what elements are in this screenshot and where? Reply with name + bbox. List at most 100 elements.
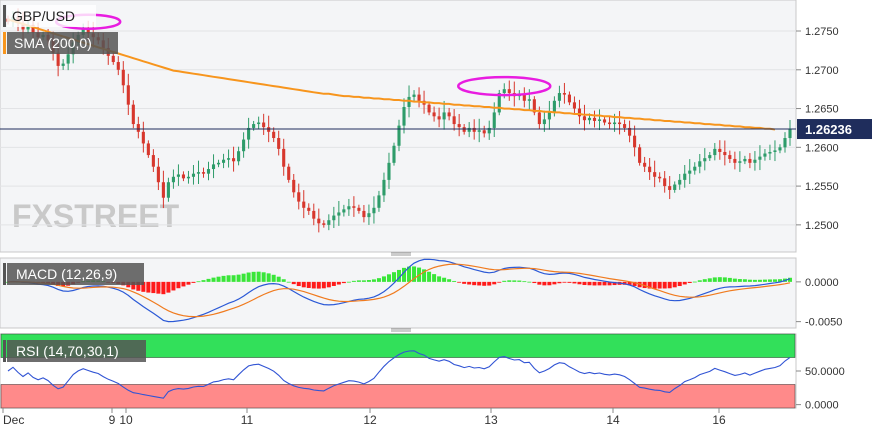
candle-body — [618, 122, 622, 125]
macd-bar — [477, 281, 482, 286]
macd-bar — [742, 279, 747, 282]
price-tick-label: 1.2700 — [805, 65, 839, 77]
candle-body — [718, 148, 722, 152]
candle-body — [628, 127, 632, 136]
candle-body — [507, 89, 511, 94]
macd-bar — [381, 276, 386, 282]
candle-body — [597, 119, 602, 121]
candle-body — [211, 164, 216, 170]
candle-body — [763, 153, 767, 157]
macd-bar — [246, 272, 251, 282]
candle-body — [322, 223, 326, 225]
candle-body — [633, 135, 637, 148]
macd-bar — [787, 277, 793, 282]
macd-bar — [291, 281, 296, 285]
macd-bar — [266, 273, 271, 282]
candle-body — [166, 182, 170, 198]
macd-bar — [692, 281, 697, 283]
legend-macd[interactable]: MACD (12,26,9) — [3, 263, 144, 285]
candle-body — [753, 159, 757, 163]
time-axis: Dec 9 10 11 12 13 14 16 — [2, 408, 726, 427]
panel-splitter[interactable] — [391, 252, 411, 256]
candle-body — [126, 85, 130, 105]
macd-bar — [547, 281, 552, 286]
candle-body — [748, 158, 752, 163]
candle-body — [337, 212, 341, 216]
candle-body — [562, 93, 566, 95]
candle-body — [287, 166, 291, 180]
candle-body — [547, 112, 551, 120]
candle-body — [352, 206, 356, 208]
candle-body — [216, 162, 221, 165]
fxstreet-watermark: FXSTREET — [12, 198, 180, 234]
candle-body — [247, 127, 251, 140]
macd-bar — [652, 281, 657, 289]
rsi-oversold-band — [0, 384, 796, 409]
candle-body — [557, 93, 561, 101]
rsi-tick-label: 0.0000 — [805, 400, 839, 412]
candle-body — [577, 108, 582, 117]
candle-body — [201, 172, 206, 174]
macd-bar — [141, 281, 146, 292]
macd-bar — [311, 281, 316, 289]
legend-sma[interactable]: SMA (200,0) — [3, 32, 118, 54]
candle-body — [277, 138, 281, 149]
panel-splitter[interactable] — [391, 328, 411, 332]
candle-body — [768, 151, 772, 154]
candle-body — [432, 112, 436, 117]
macd-bar — [662, 281, 667, 289]
macd-bar — [346, 281, 351, 283]
macd-bar — [336, 281, 341, 285]
macd-bar — [366, 280, 371, 282]
candle-body — [116, 62, 120, 70]
candle-body — [397, 125, 401, 146]
legend-gbpusd[interactable]: GBP/USD — [3, 5, 96, 27]
candle-body — [673, 184, 677, 190]
macd-bar — [161, 281, 166, 295]
candle-body — [31, 24, 35, 33]
macd-bar — [552, 281, 557, 285]
time-tick-label: 13 — [484, 413, 498, 427]
macd-bar — [732, 278, 737, 282]
macd-bar — [722, 277, 727, 282]
candle-body — [427, 104, 431, 113]
candle-body — [602, 119, 607, 123]
macd-bar — [577, 281, 582, 285]
candle-body — [221, 159, 226, 163]
macd-bar — [211, 277, 216, 282]
candle-body — [156, 166, 160, 183]
macd-line — [7, 258, 791, 323]
macd-bar — [306, 281, 311, 288]
candle-body — [537, 112, 541, 125]
candle-body — [773, 150, 777, 152]
candle-body — [552, 100, 556, 113]
macd-bar — [747, 279, 752, 282]
last-price-box — [797, 119, 872, 140]
price-tick-label: 1.2650 — [805, 104, 839, 116]
legend-rsi[interactable]: RSI (14,70,30,1) — [3, 340, 146, 362]
time-tick-label: 16 — [712, 413, 726, 427]
candle-body — [532, 99, 536, 113]
candle-body — [141, 131, 145, 144]
candle-body — [26, 24, 30, 30]
candle-body — [437, 116, 441, 120]
macd-bar — [627, 281, 632, 286]
macd-bar — [351, 280, 356, 282]
macd-bar — [131, 281, 136, 290]
candle-body — [282, 148, 286, 167]
candle-body — [327, 220, 331, 225]
macd-bar — [301, 281, 306, 288]
candle-body — [457, 124, 461, 128]
macd-bar — [557, 281, 562, 284]
candle-body — [788, 128, 792, 139]
macd-bar — [442, 277, 447, 282]
macd-bar — [562, 281, 567, 283]
time-tick-label: 12 — [363, 413, 377, 427]
candle-body — [452, 116, 456, 125]
macd-bar — [206, 278, 211, 282]
macd-bar — [427, 271, 432, 282]
macd-bar — [407, 266, 412, 282]
last-price-label: 1.26236 — [805, 122, 852, 137]
macd-bar — [261, 272, 266, 282]
candle-body — [492, 112, 496, 128]
